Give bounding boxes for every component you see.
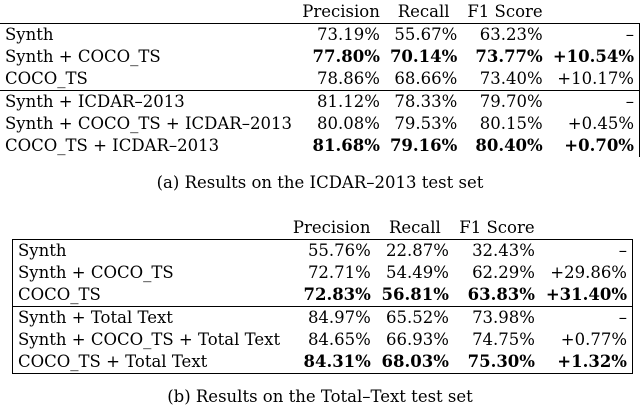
table-row: Synth + COCO_TS 72.71% 54.49% 62.29% +29.86% — [13, 262, 633, 284]
precision-cell: 84.31% — [303, 352, 371, 371]
method-cell: COCO_TS — [5, 69, 88, 88]
results-table-icdar2013: Precision Recall F1 Score Synth 73.19% 55.… — [0, 1, 640, 157]
f1-cell: 73.98% — [453, 306, 540, 329]
table-row: Synth + COCO_TS + ICDAR–2013 80.08% 79.53%… — [0, 113, 640, 135]
precision-cell: 80.08% — [316, 114, 380, 133]
precision-cell: 84.97% — [287, 306, 376, 329]
table-row: Synth + COCO_TS + Total Text 84.65% 66.93%… — [13, 329, 633, 351]
precision-cell: 72.71% — [307, 263, 371, 282]
precision-cell: 81.12% — [297, 90, 385, 113]
delta-cell: – — [547, 23, 640, 46]
f1-cell: 74.75% — [472, 330, 535, 349]
method-cell: COCO_TS + Total Text — [18, 352, 208, 371]
delta-cell: +10.54% — [552, 47, 634, 66]
precision-cell: 81.68% — [312, 136, 380, 155]
precision-cell: 55.76% — [287, 239, 376, 262]
table-row: COCO_TS 78.86% 68.66% 73.40% +10.17% — [0, 68, 640, 91]
table-row: Synth + COCO_TS 77.80% 70.14% 73.77% +10.54% — [0, 46, 640, 68]
method-cell: Synth + COCO_TS + Total Text — [18, 330, 281, 349]
table-row: COCO_TS + ICDAR–2013 81.68% 79.16% 80.40% +0… — [0, 135, 640, 157]
f1-cell: 79.70% — [462, 90, 548, 113]
recall-cell: 65.52% — [375, 306, 454, 329]
method-cell: COCO_TS — [18, 285, 101, 304]
caption-b: (b) Results on the Total–Text test set — [167, 387, 473, 406]
f1-cell: 62.29% — [472, 263, 535, 282]
recall-cell: 66.93% — [385, 330, 449, 349]
table-row: Synth 55.76% 22.87% 32.43% – — [12, 239, 633, 262]
method-cell: Synth + COCO_TS — [5, 47, 161, 66]
precision-cell: 78.86% — [316, 69, 380, 88]
table-row: Synth 73.19% 55.67% 63.23% – — [0, 23, 640, 46]
table-header: Precision Recall F1 Score — [13, 217, 633, 240]
recall-cell: 68.03% — [381, 352, 449, 371]
caption-a: (a) Results on the ICDAR–2013 test set — [156, 173, 484, 192]
delta-cell: +31.40% — [545, 285, 627, 304]
header-precision: Precision — [302, 2, 380, 21]
header-method — [0, 1, 297, 24]
delta-cell: +0.45% — [567, 114, 634, 133]
delta-cell: +0.70% — [564, 136, 634, 155]
recall-cell: 22.87% — [375, 239, 454, 262]
method-cell: Synth + ICDAR–2013 — [0, 90, 298, 113]
header-method — [13, 217, 288, 240]
table-body: Synth 55.76% 22.87% 32.43% – Synth + COCO_TS 7… — [12, 239, 633, 374]
recall-cell: 78.33% — [384, 90, 463, 113]
recall-cell: 56.81% — [381, 285, 449, 304]
recall-cell: 70.14% — [389, 47, 458, 66]
method-cell: Synth + COCO_TS — [18, 263, 174, 282]
header-precision: Precision — [292, 218, 371, 237]
table-row: Synth + Total Text 84.97% 65.52% 73.98% – — [12, 306, 633, 329]
delta-cell: – — [539, 306, 633, 329]
recall-cell: 68.66% — [394, 69, 458, 88]
header-recall: Recall — [397, 2, 450, 21]
delta-cell: +1.32% — [557, 352, 627, 371]
header-recall: Recall — [388, 218, 441, 237]
delta-cell: – — [539, 239, 633, 262]
precision-cell: 77.80% — [312, 47, 380, 66]
table-row: COCO_TS 72.83% 56.81% 63.83% +31.40% — [13, 284, 633, 307]
results-table-total-text: Precision Recall F1 Score Synth 55.76% 22.… — [12, 217, 633, 374]
method-cell: Synth + COCO_TS + ICDAR–2013 — [5, 114, 292, 133]
recall-cell: 79.53% — [394, 114, 458, 133]
table-header: Precision Recall F1 Score — [0, 1, 640, 24]
precision-cell: 73.19% — [297, 23, 385, 46]
f1-cell: 80.40% — [475, 136, 543, 155]
f1-cell: 32.43% — [453, 239, 540, 262]
recall-cell: 79.16% — [389, 136, 458, 155]
table-row: Synth + ICDAR–2013 81.12% 78.33% 79.70% – — [0, 90, 640, 113]
recall-cell: 54.49% — [385, 263, 449, 282]
f1-cell: 63.23% — [462, 23, 548, 46]
header-f1: F1 Score — [467, 2, 543, 21]
precision-cell: 72.83% — [303, 285, 371, 304]
f1-cell: 63.83% — [467, 285, 535, 304]
header-f1: F1 Score — [459, 218, 535, 237]
delta-cell: +29.86% — [550, 263, 627, 282]
delta-cell: – — [547, 90, 640, 113]
method-cell: Synth + Total Text — [12, 306, 288, 329]
header-delta — [540, 217, 633, 240]
f1-cell: 75.30% — [467, 352, 535, 371]
recall-cell: 55.67% — [384, 23, 463, 46]
f1-cell: 80.15% — [479, 114, 543, 133]
method-cell: Synth — [0, 23, 298, 46]
header-delta — [548, 1, 640, 24]
table-row: COCO_TS + Total Text 84.31% 68.03% 75.30% +1… — [13, 351, 633, 374]
f1-cell: 73.40% — [479, 69, 543, 88]
delta-cell: +10.17% — [557, 69, 634, 88]
f1-cell: 73.77% — [475, 47, 543, 66]
method-cell: COCO_TS + ICDAR–2013 — [5, 136, 220, 155]
precision-cell: 84.65% — [307, 330, 371, 349]
method-cell: Synth — [12, 239, 288, 262]
delta-cell: +0.77% — [560, 330, 627, 349]
table-body: Synth 73.19% 55.67% 63.23% – Synth + COCO_TS 7… — [0, 23, 640, 157]
